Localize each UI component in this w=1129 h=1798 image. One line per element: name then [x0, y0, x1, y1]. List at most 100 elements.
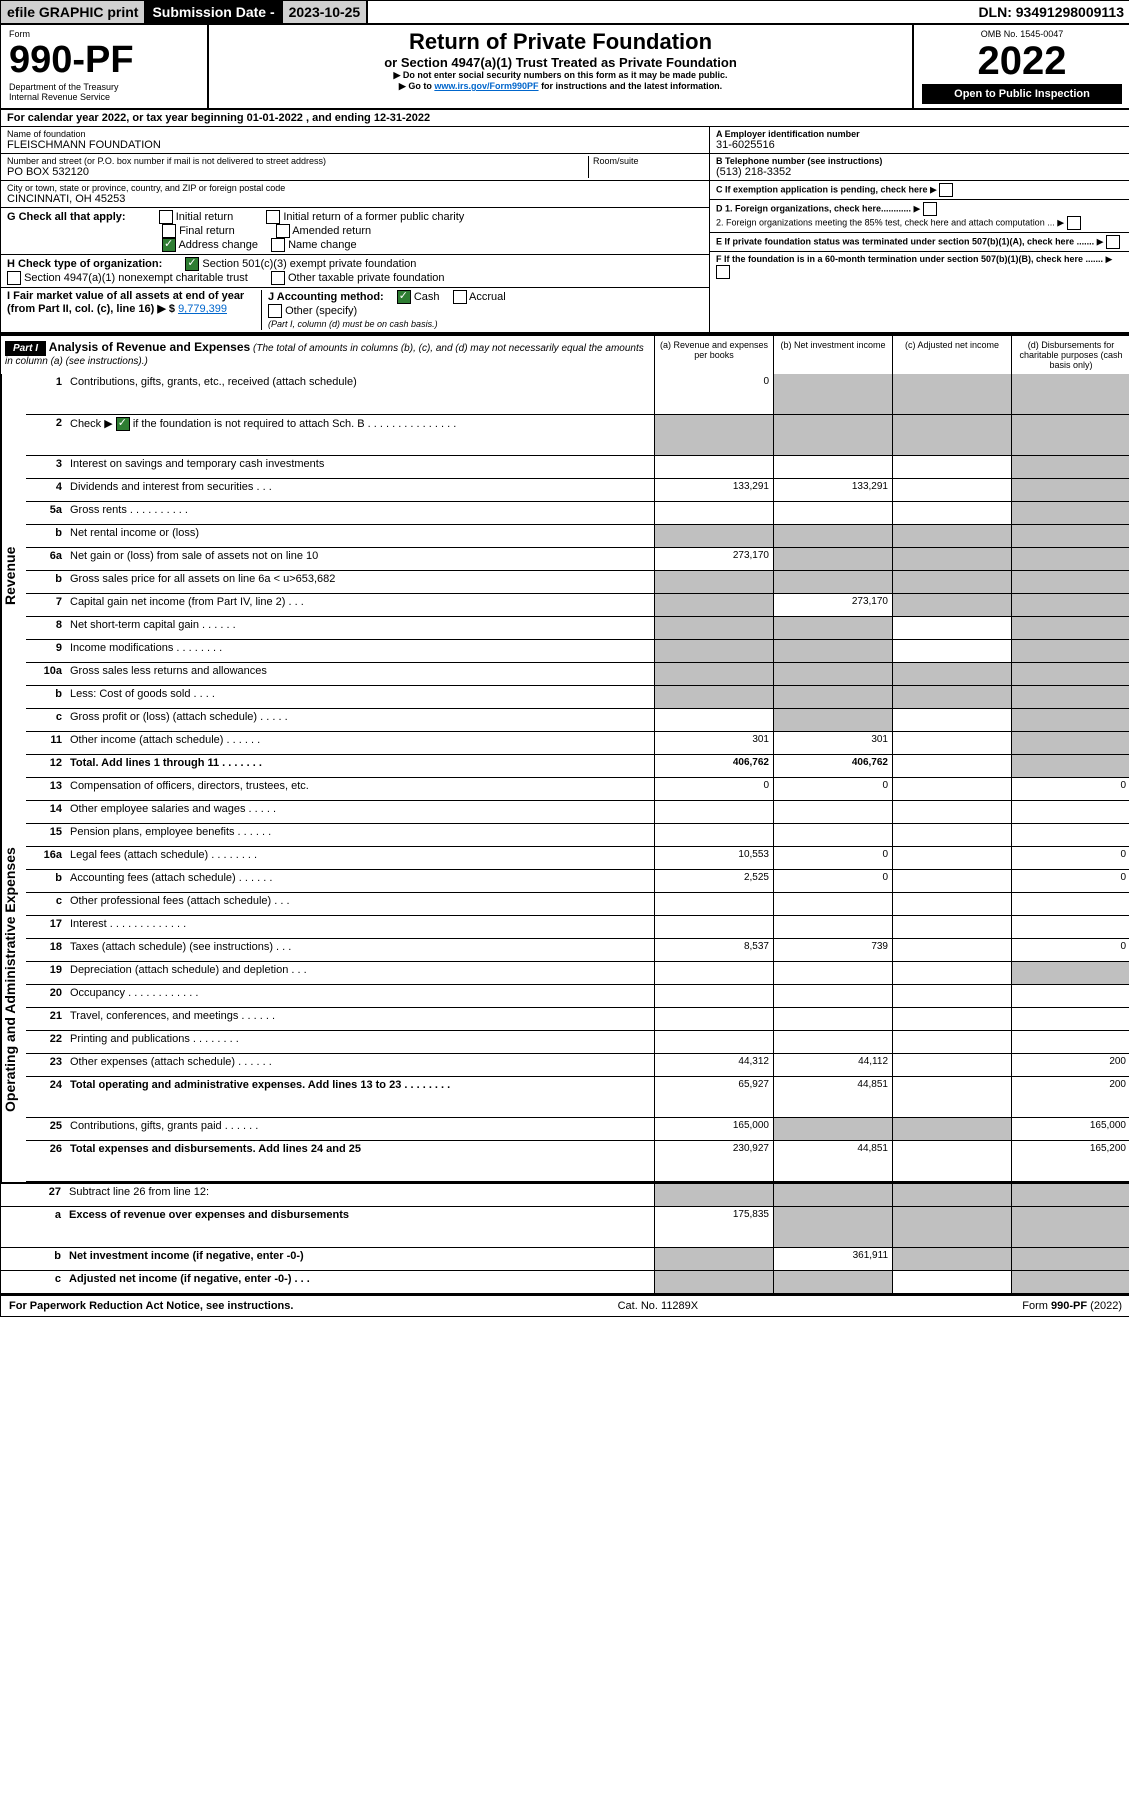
info-right: A Employer identification number 31-6025…	[709, 127, 1129, 332]
chk-cash[interactable]	[397, 290, 411, 304]
chk-e[interactable]	[1106, 235, 1120, 249]
line27-section: 27Subtract line 26 from line 12: aExcess…	[1, 1182, 1129, 1294]
row-2: 2Check ▶ if the foundation is not requir…	[26, 415, 1129, 456]
chk-schb[interactable]	[116, 417, 130, 431]
col-c: (c) Adjusted net income	[892, 336, 1011, 374]
row-16c: cOther professional fees (attach schedul…	[26, 893, 1129, 916]
row-27b: bNet investment income (if negative, ent…	[1, 1248, 1129, 1271]
j-label: J Accounting method:	[268, 291, 384, 303]
ein-block: A Employer identification number 31-6025…	[710, 127, 1129, 154]
h-block: H Check type of organization: Section 50…	[1, 255, 709, 288]
chk-final-return[interactable]	[162, 224, 176, 238]
row-5a: 5aGross rents . . . . . . . . . .	[26, 502, 1129, 525]
chk-initial-return[interactable]	[159, 210, 173, 224]
chk-f[interactable]	[716, 265, 730, 279]
row-3: 3Interest on savings and temporary cash …	[26, 456, 1129, 479]
phone-block: B Telephone number (see instructions) (5…	[710, 154, 1129, 181]
c-line: C If exemption application is pending, c…	[710, 181, 1129, 200]
note2-pre: ▶ Go to	[399, 81, 434, 91]
row-5b: bNet rental income or (loss)	[26, 525, 1129, 548]
chk-name-change[interactable]	[271, 238, 285, 252]
addr: PO BOX 532120	[7, 166, 588, 178]
foundation-name: FLEISCHMANN FOUNDATION	[7, 139, 703, 151]
submission-label: Submission Date -	[146, 1, 282, 23]
row-27c: cAdjusted net income (if negative, enter…	[1, 1271, 1129, 1294]
col-headers: (a) Revenue and expenses per books (b) N…	[654, 336, 1129, 374]
row-4: 4Dividends and interest from securities …	[26, 479, 1129, 502]
part1-label: Part I	[5, 341, 46, 356]
row-19: 19Depreciation (attach schedule) and dep…	[26, 962, 1129, 985]
chk-other-method[interactable]	[268, 304, 282, 318]
chk-initial-former[interactable]	[266, 210, 280, 224]
row-24: 24Total operating and administrative exp…	[26, 1077, 1129, 1118]
form-page: efile GRAPHIC print Submission Date - 20…	[0, 0, 1129, 1317]
chk-501c3[interactable]	[185, 257, 199, 271]
chk-c[interactable]	[939, 183, 953, 197]
row-14: 14Other employee salaries and wages . . …	[26, 801, 1129, 824]
chk-4947[interactable]	[7, 271, 21, 285]
row-6a: 6aNet gain or (loss) from sale of assets…	[26, 548, 1129, 571]
part1-header: Part I Analysis of Revenue and Expenses …	[1, 334, 1129, 374]
chk-d1[interactable]	[923, 202, 937, 216]
irs: Internal Revenue Service	[9, 92, 199, 102]
note2-post: for instructions and the latest informat…	[541, 81, 722, 91]
note-link-line: ▶ Go to www.irs.gov/Form990PF for instru…	[217, 81, 904, 92]
row-9: 9Income modifications . . . . . . . .	[26, 640, 1129, 663]
form990pf-link[interactable]: www.irs.gov/Form990PF	[434, 81, 538, 91]
row-20: 20Occupancy . . . . . . . . . . . .	[26, 985, 1129, 1008]
city: CINCINNATI, OH 45253	[7, 193, 703, 205]
col-a: (a) Revenue and expenses per books	[654, 336, 773, 374]
col-d: (d) Disbursements for charitable purpose…	[1011, 336, 1129, 374]
name-label: Name of foundation	[7, 129, 703, 139]
row-12: 12Total. Add lines 1 through 11 . . . . …	[26, 755, 1129, 778]
fmv-link[interactable]: 9,779,399	[178, 303, 227, 315]
col-b: (b) Net investment income	[773, 336, 892, 374]
footer-mid: Cat. No. 11289X	[618, 1300, 699, 1312]
row-22: 22Printing and publications . . . . . . …	[26, 1031, 1129, 1054]
part1-title: Analysis of Revenue and Expenses	[49, 340, 250, 354]
form-word: Form	[9, 29, 199, 39]
row-16a: 16aLegal fees (attach schedule) . . . . …	[26, 847, 1129, 870]
calendar-year-line: For calendar year 2022, or tax year begi…	[1, 110, 1129, 127]
city-label: City or town, state or province, country…	[7, 183, 703, 193]
expense-section: Operating and Administrative Expenses 13…	[1, 778, 1129, 1182]
chk-d2[interactable]	[1067, 216, 1081, 230]
chk-address-change[interactable]	[162, 238, 176, 252]
ij-block: I Fair market value of all assets at end…	[1, 288, 709, 332]
header-right: OMB No. 1545-0047 2022 Open to Public In…	[914, 25, 1129, 108]
info-grid: Name of foundation FLEISCHMANN FOUNDATIO…	[1, 127, 1129, 334]
footer-left: For Paperwork Reduction Act Notice, see …	[9, 1300, 293, 1312]
omb: OMB No. 1545-0047	[922, 29, 1122, 39]
form-subtitle: or Section 4947(a)(1) Trust Treated as P…	[217, 55, 904, 70]
addr-label: Number and street (or P.O. box number if…	[7, 156, 588, 166]
row-7: 7Capital gain net income (from Part IV, …	[26, 594, 1129, 617]
dept: Department of the Treasury	[9, 82, 199, 92]
chk-accrual[interactable]	[453, 290, 467, 304]
row-10a: 10aGross sales less returns and allowanc…	[26, 663, 1129, 686]
ein-label: A Employer identification number	[716, 129, 1124, 139]
row-8: 8Net short-term capital gain . . . . . .	[26, 617, 1129, 640]
phone-label: B Telephone number (see instructions)	[716, 156, 1124, 166]
d-line: D 1. Foreign organizations, check here..…	[710, 200, 1129, 233]
row-11: 11Other income (attach schedule) . . . .…	[26, 732, 1129, 755]
tax-year: 2022	[922, 39, 1122, 84]
chk-amended[interactable]	[276, 224, 290, 238]
efile-label: efile GRAPHIC print	[1, 1, 146, 23]
footer: For Paperwork Reduction Act Notice, see …	[1, 1294, 1129, 1316]
e-line: E If private foundation status was termi…	[710, 233, 1129, 252]
j-note: (Part I, column (d) must be on cash basi…	[268, 319, 438, 329]
topbar: efile GRAPHIC print Submission Date - 20…	[1, 1, 1129, 25]
g-block: G Check all that apply: Initial return I…	[1, 208, 709, 255]
chk-other-taxable[interactable]	[271, 271, 285, 285]
revenue-side-label: Revenue	[1, 374, 26, 778]
info-left: Name of foundation FLEISCHMANN FOUNDATIO…	[1, 127, 709, 332]
submission-date: 2023-10-25	[283, 1, 369, 23]
row-25: 25Contributions, gifts, grants paid . . …	[26, 1118, 1129, 1141]
form-title: Return of Private Foundation	[217, 29, 904, 55]
form-header: Form 990-PF Department of the Treasury I…	[1, 25, 1129, 110]
row-26: 26Total expenses and disbursements. Add …	[26, 1141, 1129, 1182]
f-line: F If the foundation is in a 60-month ter…	[710, 252, 1129, 281]
h-label: H Check type of organization:	[7, 258, 162, 270]
revenue-section: Revenue 1Contributions, gifts, grants, e…	[1, 374, 1129, 778]
row-21: 21Travel, conferences, and meetings . . …	[26, 1008, 1129, 1031]
